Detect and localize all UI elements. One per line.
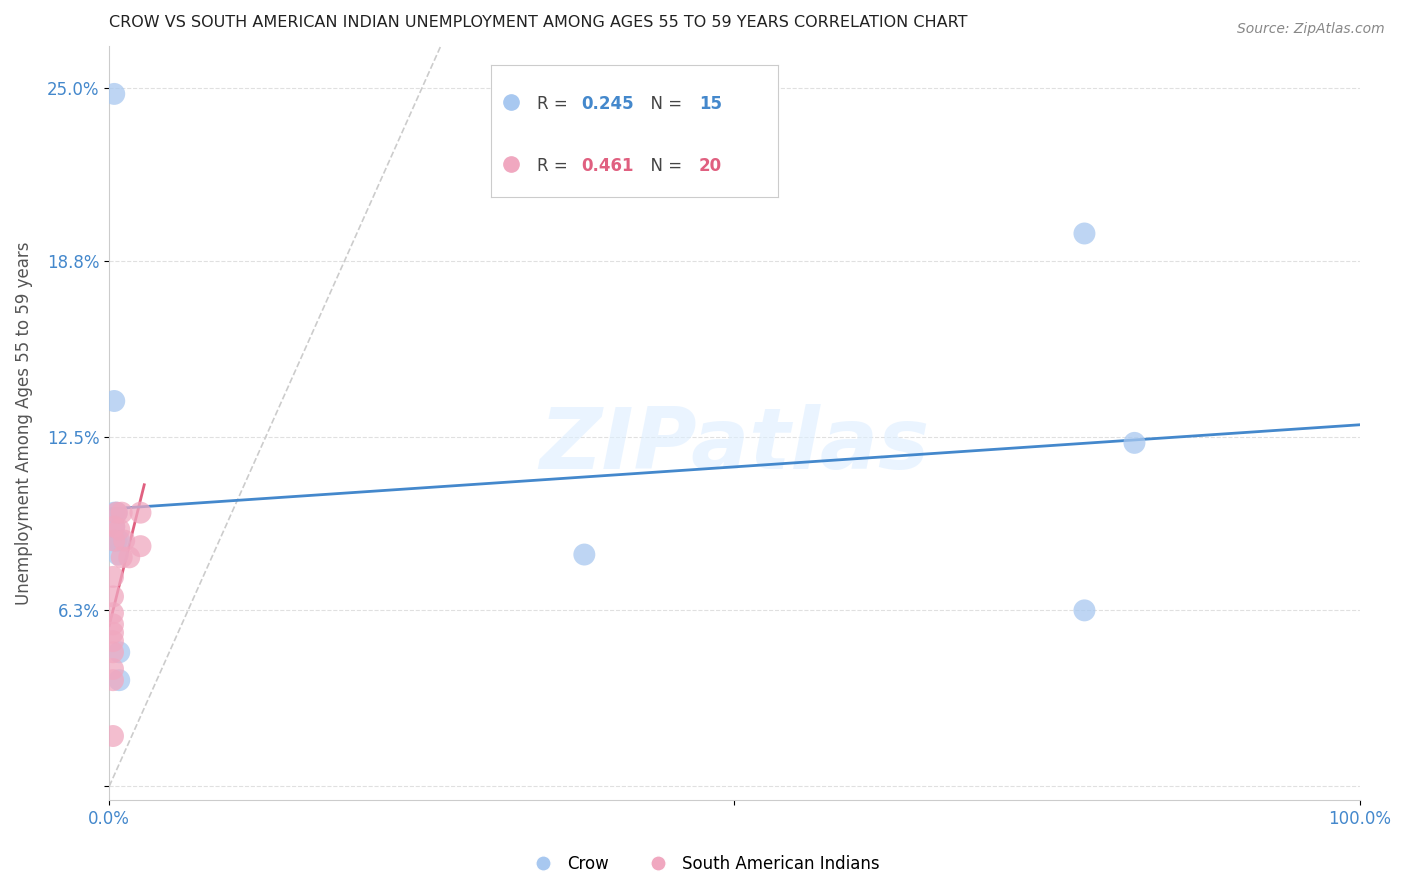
Point xyxy=(112,533,135,548)
Point xyxy=(118,550,141,565)
Point xyxy=(101,673,124,688)
Point xyxy=(101,617,124,632)
Text: ZIPatlas: ZIPatlas xyxy=(540,404,929,487)
Point xyxy=(1073,603,1095,617)
Point xyxy=(111,506,134,520)
Point xyxy=(101,645,124,659)
Point xyxy=(108,645,131,659)
Text: Source: ZipAtlas.com: Source: ZipAtlas.com xyxy=(1237,22,1385,37)
Y-axis label: Unemployment Among Ages 55 to 59 years: Unemployment Among Ages 55 to 59 years xyxy=(15,242,32,605)
Point xyxy=(103,533,125,548)
Point xyxy=(101,729,124,743)
Point xyxy=(101,634,124,648)
Point xyxy=(111,550,134,565)
Point xyxy=(103,87,125,101)
Point xyxy=(105,506,128,520)
Point xyxy=(103,519,125,533)
Point xyxy=(103,394,125,409)
Point xyxy=(107,548,129,562)
Point xyxy=(103,533,125,548)
Point xyxy=(574,548,596,562)
Point xyxy=(1123,435,1146,450)
Point xyxy=(101,606,124,620)
Point xyxy=(1073,227,1095,241)
Point xyxy=(103,506,125,520)
Point xyxy=(108,673,131,688)
Point xyxy=(105,506,128,520)
Legend: Crow, South American Indians: Crow, South American Indians xyxy=(520,848,886,880)
Point xyxy=(108,523,131,537)
Point xyxy=(105,533,128,548)
Text: CROW VS SOUTH AMERICAN INDIAN UNEMPLOYMENT AMONG AGES 55 TO 59 YEARS CORRELATION: CROW VS SOUTH AMERICAN INDIAN UNEMPLOYME… xyxy=(110,15,967,30)
Point xyxy=(108,533,131,548)
Point xyxy=(101,570,124,584)
Point xyxy=(101,662,124,676)
Point xyxy=(101,625,124,640)
Point xyxy=(101,590,124,604)
Point xyxy=(103,519,125,533)
Point xyxy=(129,506,152,520)
Point xyxy=(129,539,152,553)
